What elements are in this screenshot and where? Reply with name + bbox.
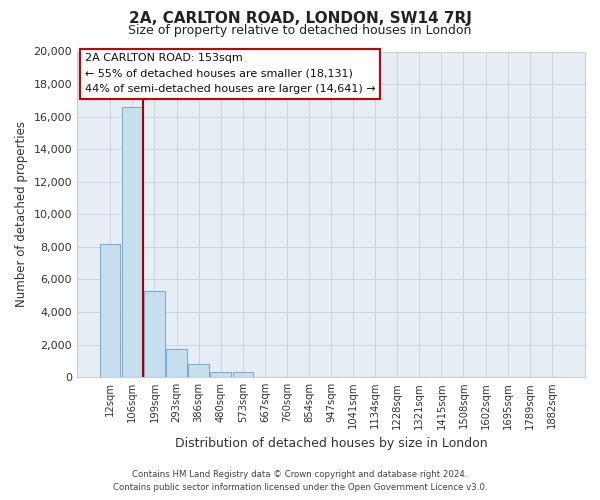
Bar — [144, 291, 164, 377]
Bar — [233, 372, 253, 377]
Text: 2A, CARLTON ROAD, LONDON, SW14 7RJ: 2A, CARLTON ROAD, LONDON, SW14 7RJ — [128, 11, 472, 26]
Bar — [122, 107, 143, 377]
Bar — [188, 364, 209, 377]
Bar — [166, 348, 187, 377]
Y-axis label: Number of detached properties: Number of detached properties — [15, 122, 28, 308]
Bar — [211, 372, 231, 377]
Bar — [100, 244, 121, 377]
X-axis label: Distribution of detached houses by size in London: Distribution of detached houses by size … — [175, 437, 487, 450]
Text: Size of property relative to detached houses in London: Size of property relative to detached ho… — [128, 24, 472, 37]
Text: Contains HM Land Registry data © Crown copyright and database right 2024.
Contai: Contains HM Land Registry data © Crown c… — [113, 470, 487, 492]
Text: 2A CARLTON ROAD: 153sqm
← 55% of detached houses are smaller (18,131)
44% of sem: 2A CARLTON ROAD: 153sqm ← 55% of detache… — [85, 53, 375, 94]
